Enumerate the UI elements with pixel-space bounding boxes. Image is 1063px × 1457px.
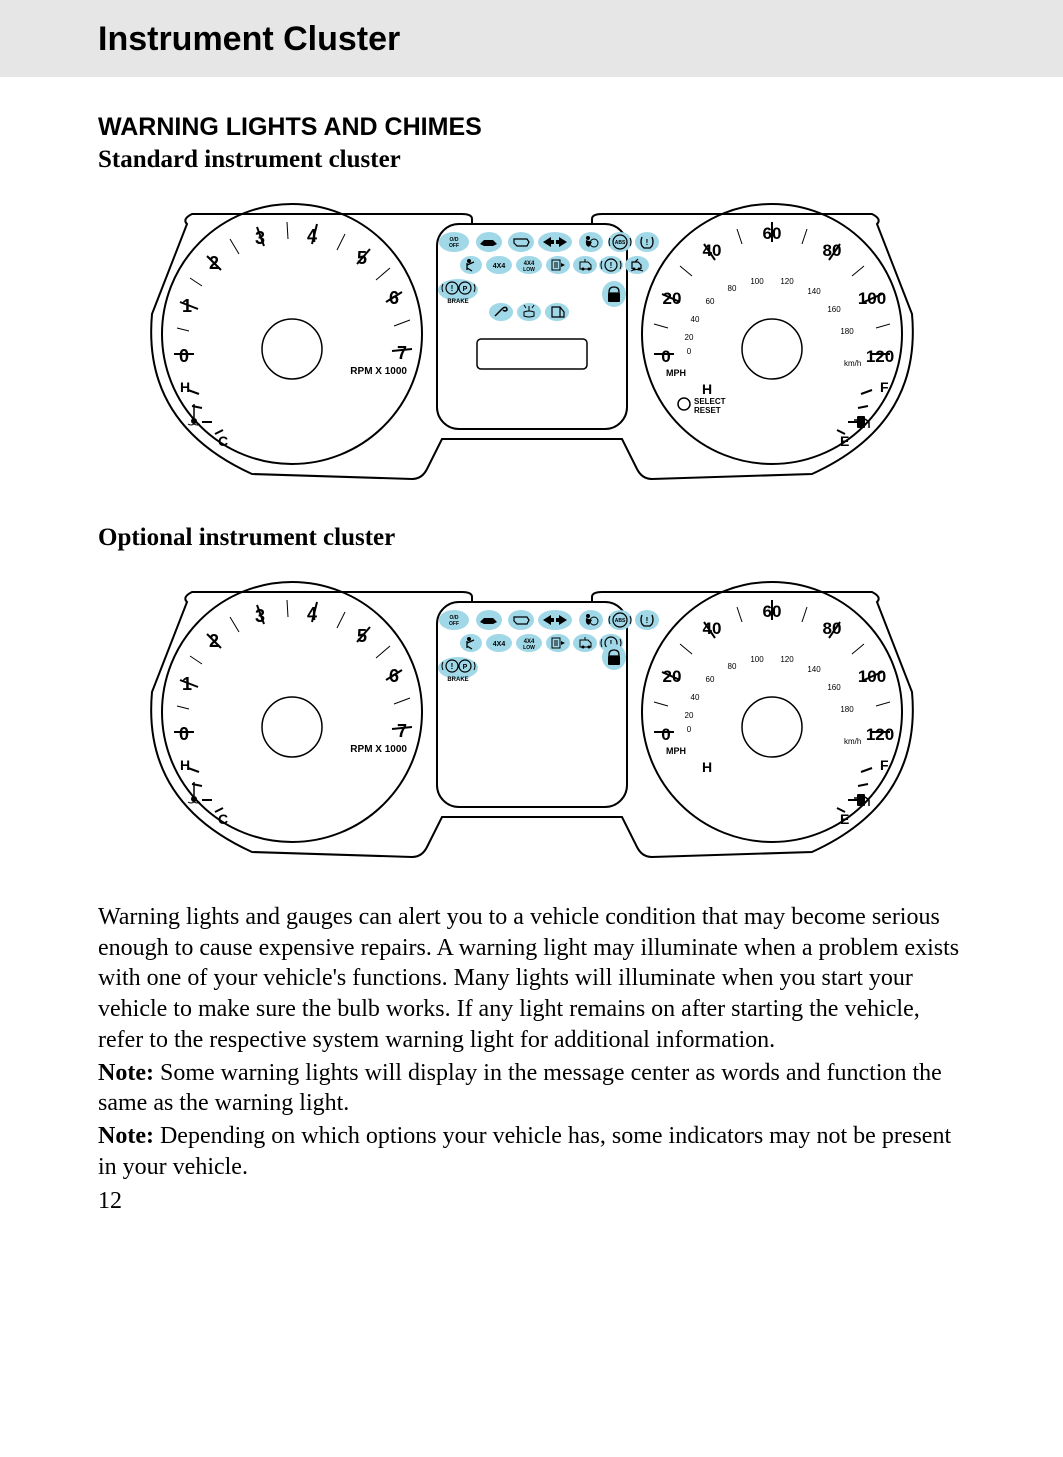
note-2: Note: Depending on which options your ve…: [98, 1121, 965, 1182]
svg-text:MPH: MPH: [666, 368, 686, 378]
svg-text:120: 120: [865, 725, 893, 744]
svg-text:180: 180: [840, 705, 854, 714]
svg-text:RESET: RESET: [694, 406, 721, 415]
note-1-text: Some warning lights will display in the …: [98, 1060, 942, 1117]
svg-text:OFF: OFF: [449, 621, 459, 627]
svg-text:C: C: [218, 433, 228, 449]
page-number: 12: [98, 1188, 965, 1215]
svg-text:BRAKE: BRAKE: [447, 677, 468, 683]
svg-text:F: F: [880, 379, 889, 395]
svg-text:P: P: [462, 286, 467, 293]
svg-text:160: 160: [827, 683, 841, 692]
svg-text:!: !: [645, 238, 648, 247]
svg-text:7: 7: [396, 343, 406, 363]
svg-text:120: 120: [865, 347, 893, 366]
svg-text:P: P: [462, 664, 467, 671]
svg-text:80: 80: [727, 284, 736, 293]
svg-text:MPH: MPH: [666, 746, 686, 756]
standard-cluster-figure: 0 1 2 3 4 5 6 7: [98, 194, 965, 484]
svg-text:H: H: [702, 759, 712, 775]
svg-text:OFF: OFF: [449, 243, 459, 249]
note-label: Note:: [98, 1060, 154, 1086]
svg-text:!: !: [450, 662, 453, 671]
svg-text:RPM X 1000: RPM X 1000: [350, 744, 407, 755]
svg-text:40: 40: [690, 693, 699, 702]
svg-text:E: E: [840, 811, 849, 827]
optional-cluster-figure: 01234567 RPM X 1000 HC 020406080100120: [98, 572, 965, 862]
svg-text:60: 60: [705, 297, 714, 306]
svg-text:!: !: [645, 616, 648, 625]
content: WARNING LIGHTS AND CHIMES Standard instr…: [0, 113, 1063, 1215]
svg-text:F: F: [880, 757, 889, 773]
standard-cluster-svg: 0 1 2 3 4 5 6 7: [132, 194, 932, 484]
svg-text:0: 0: [178, 346, 188, 366]
svg-text:160: 160: [827, 305, 841, 314]
note-1: Note: Some warning lights will display i…: [98, 1058, 965, 1119]
svg-text:E: E: [840, 433, 849, 449]
optional-cluster-label: Optional instrument cluster: [98, 524, 965, 552]
svg-text:C: C: [218, 811, 228, 827]
svg-text:H: H: [180, 757, 190, 773]
svg-text:!: !: [609, 261, 612, 270]
svg-text:LOW: LOW: [523, 645, 535, 651]
svg-text:100: 100: [750, 655, 764, 664]
note-2-text: Depending on which options your vehicle …: [98, 1123, 951, 1180]
svg-text:20: 20: [684, 711, 693, 720]
svg-text:H: H: [702, 381, 712, 397]
svg-text:0: 0: [178, 724, 188, 744]
note-label: Note:: [98, 1123, 154, 1149]
svg-text:0: 0: [686, 347, 691, 356]
svg-text:0: 0: [686, 725, 691, 734]
svg-text:140: 140: [807, 287, 821, 296]
svg-text:60: 60: [705, 675, 714, 684]
optional-cluster-svg: 01234567 RPM X 1000 HC 020406080100120: [132, 572, 932, 862]
svg-text:H: H: [180, 379, 190, 395]
svg-text:100: 100: [750, 277, 764, 286]
svg-text:20: 20: [684, 333, 693, 342]
svg-text:0: 0: [661, 725, 670, 744]
svg-text:180: 180: [840, 327, 854, 336]
svg-text:120: 120: [780, 655, 794, 664]
svg-text:80: 80: [727, 662, 736, 671]
paragraph-1: Warning lights and gauges can alert you …: [98, 902, 965, 1056]
svg-text:0: 0: [661, 347, 670, 366]
svg-text:ABS: ABS: [614, 618, 625, 624]
section-heading: WARNING LIGHTS AND CHIMES: [98, 113, 965, 142]
svg-text:km/h: km/h: [844, 359, 861, 368]
svg-text:!: !: [450, 284, 453, 293]
svg-text:RPM X 1000: RPM X 1000: [350, 366, 407, 377]
svg-text:LOW: LOW: [523, 267, 535, 273]
svg-text:40: 40: [690, 315, 699, 324]
svg-text:BRAKE: BRAKE: [447, 299, 468, 305]
svg-text:SELECT: SELECT: [694, 397, 726, 406]
page: Instrument Cluster WARNING LIGHTS AND CH…: [0, 0, 1063, 1255]
svg-text:4X4: 4X4: [492, 641, 505, 648]
svg-text:ABS: ABS: [614, 240, 625, 246]
svg-text:km/h: km/h: [844, 737, 861, 746]
standard-cluster-label: Standard instrument cluster: [98, 146, 965, 174]
page-title: Instrument Cluster: [98, 20, 1063, 59]
svg-text:120: 120: [780, 277, 794, 286]
svg-text:4X4: 4X4: [492, 263, 505, 270]
svg-text:7: 7: [396, 721, 406, 741]
header-bar: Instrument Cluster: [0, 0, 1063, 77]
svg-text:140: 140: [807, 665, 821, 674]
body-text: Warning lights and gauges can alert you …: [98, 902, 965, 1182]
